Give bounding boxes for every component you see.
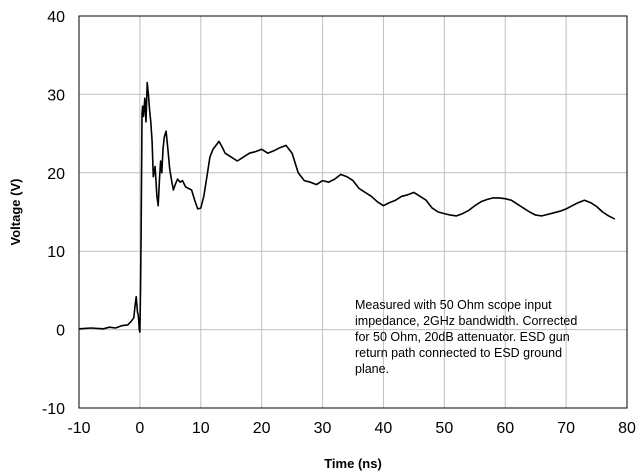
y-tick-label: 0 xyxy=(56,323,65,340)
x-tick-label: 70 xyxy=(557,420,575,437)
annotation-line: impedance, 2GHz bandwidth. Corrected xyxy=(355,314,577,328)
x-tick-label: 60 xyxy=(496,420,514,437)
y-tick-label: -10 xyxy=(42,401,65,418)
annotation-note: Measured with 50 Ohm scope input impedanc… xyxy=(355,298,577,376)
annotation-line: plane. xyxy=(355,362,389,376)
y-axis-title: Voltage (V) xyxy=(8,179,23,246)
annotation-line: return path connected to ESD ground xyxy=(355,346,562,360)
y-tick-label: 40 xyxy=(47,9,65,26)
x-tick-label: 30 xyxy=(314,420,332,437)
x-tick-label: 80 xyxy=(618,420,636,437)
axes: -10 0 10 20 30 40 50 60 70 80 -10 0 10 20 30 40 xyxy=(42,9,636,437)
annotation-line: Measured with 50 Ohm scope input xyxy=(355,298,552,312)
x-tick-label: 40 xyxy=(375,420,393,437)
plot-frame xyxy=(78,15,628,409)
y-tick-label: 20 xyxy=(47,166,65,183)
series-line xyxy=(78,81,616,333)
x-tick-label: -10 xyxy=(67,420,90,437)
x-tick-label: 50 xyxy=(435,420,453,437)
y-tick-label: 10 xyxy=(47,244,65,261)
y-tick-label: 30 xyxy=(47,87,65,104)
annotation-line: for 50 Ohm, 20dB attenuator. ESD gun xyxy=(355,330,570,344)
x-tick-label: 10 xyxy=(192,420,210,437)
x-tick-label: 20 xyxy=(253,420,271,437)
x-tick-label: 0 xyxy=(135,420,144,437)
x-axis-title: Time (ns) xyxy=(324,456,382,471)
